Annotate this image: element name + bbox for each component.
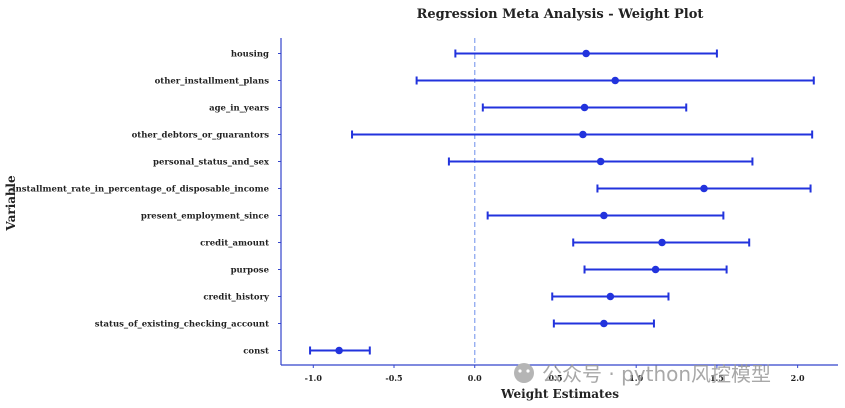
estimate-point: [606, 292, 615, 301]
x-axis-label: Weight Estimates: [500, 387, 619, 401]
wechat-icon-eye-left: [518, 369, 522, 373]
estimate-point: [700, 184, 708, 193]
estimate-point: [579, 130, 587, 139]
y-tick-label: purpose: [231, 266, 270, 276]
y-tick-label: housing: [231, 50, 269, 60]
estimate-point: [600, 319, 608, 328]
y-tick-label: other_installment_plans: [155, 77, 270, 87]
estimate-point: [600, 211, 608, 220]
estimate-point: [658, 238, 666, 247]
y-tick-label: age_in_years: [209, 104, 269, 114]
x-tick-label: 0.0: [468, 373, 482, 383]
y-tick-label: credit_history: [203, 293, 270, 303]
x-tick-label: 2.0: [791, 373, 805, 383]
y-tick-label: const: [243, 347, 269, 357]
estimate-point: [651, 265, 660, 274]
estimate-point: [611, 76, 619, 85]
x-tick-label: -0.5: [385, 373, 402, 383]
estimate-point: [596, 157, 605, 166]
y-tick-label: other_debtors_or_guarantors: [132, 131, 270, 141]
x-tick-label: 0.5: [549, 373, 563, 383]
y-tick-label: status_of_existing_checking_account: [95, 320, 269, 330]
y-tick-label: present_employment_since: [141, 212, 270, 222]
estimate-point: [335, 346, 343, 355]
y-axis-label: Variable: [4, 175, 18, 232]
wechat-icon-eye-right: [526, 369, 530, 373]
x-tick-label: 1.0: [629, 373, 643, 383]
estimate-point: [582, 49, 590, 58]
estimate-point: [580, 103, 589, 112]
chart-title: Regression Meta Analysis - Weight Plot: [417, 7, 704, 22]
x-tick-label: -1.0: [305, 373, 323, 383]
y-tick-label: credit_amount: [200, 239, 269, 249]
x-tick-label: 1.5: [710, 373, 724, 383]
wechat-icon: [514, 363, 534, 383]
y-tick-label: installment_rate_in_percentage_of_dispos…: [12, 185, 269, 195]
watermark-text: 公众号 · python风控模型: [542, 362, 771, 386]
watermark: 公众号 · python风控模型: [514, 362, 771, 386]
y-tick-label: personal_status_and_sex: [153, 158, 270, 168]
